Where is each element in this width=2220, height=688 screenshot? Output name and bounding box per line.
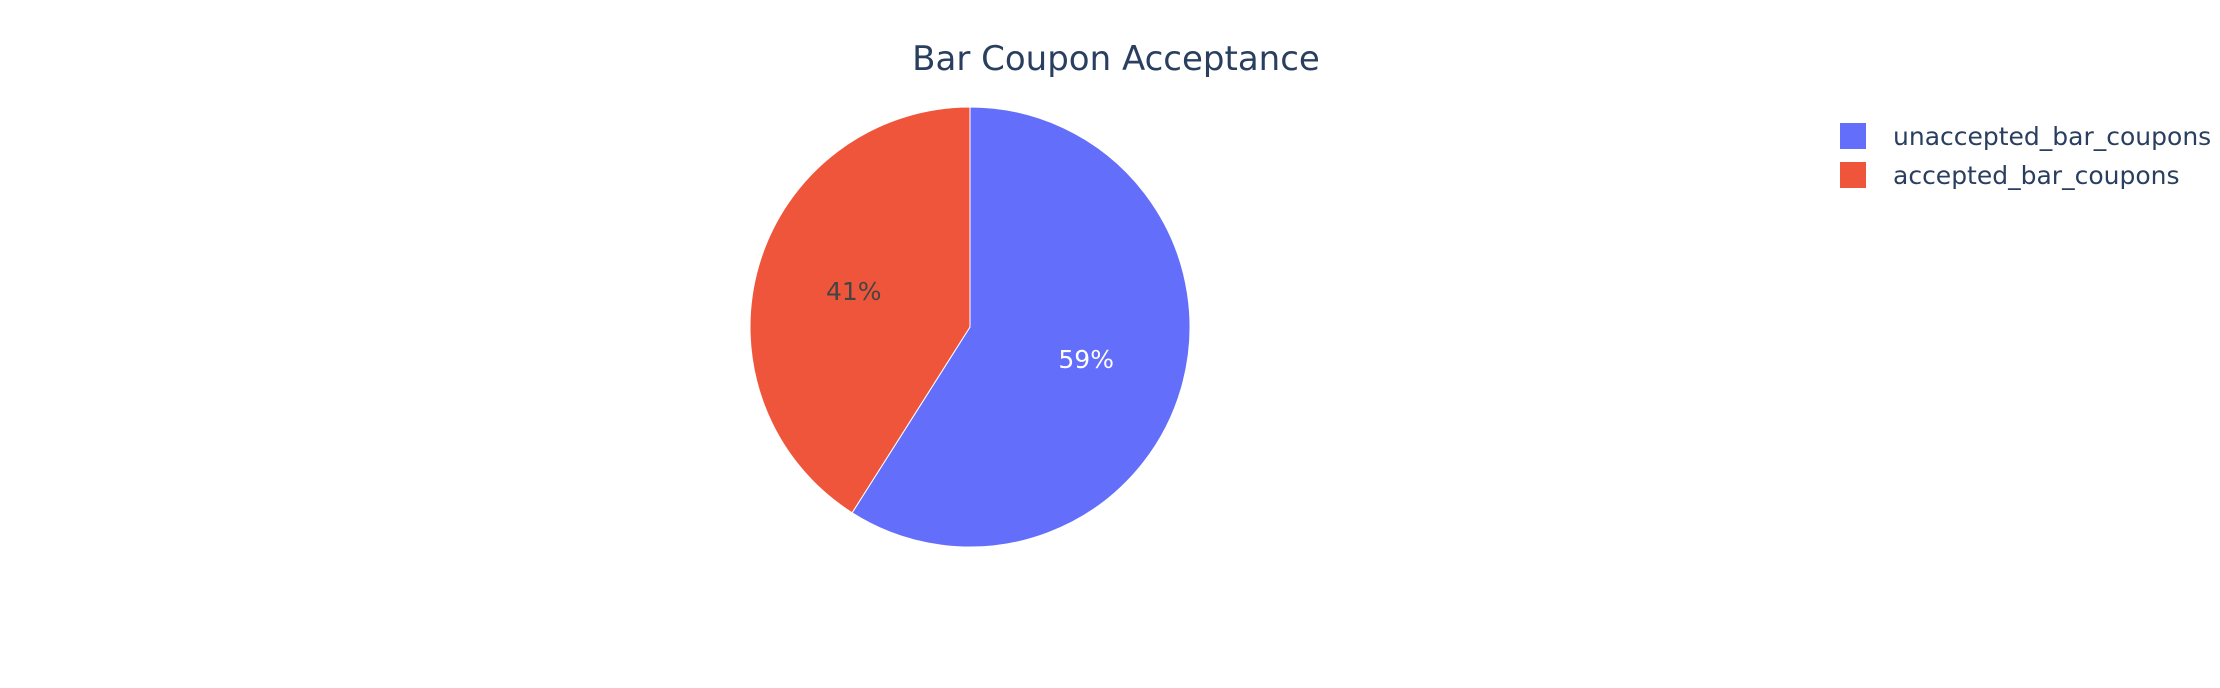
pie-slice-label-unaccepted: 59% bbox=[1058, 345, 1114, 374]
pie-slice-accepted[interactable] bbox=[749, 106, 971, 514]
pie-slice-labels: 59% 41% bbox=[826, 277, 1114, 374]
chart-title: Bar Coupon Acceptance bbox=[912, 39, 1320, 79]
pie-slices bbox=[749, 106, 1191, 548]
legend-label-unaccepted[interactable]: unaccepted_bar_coupons bbox=[1893, 122, 2211, 151]
legend-swatch-unaccepted[interactable] bbox=[1840, 123, 1866, 149]
legend: unaccepted_bar_coupons accepted_bar_coup… bbox=[1840, 122, 2211, 190]
pie-slice-label-accepted: 41% bbox=[826, 277, 882, 306]
legend-swatch-accepted[interactable] bbox=[1840, 162, 1866, 188]
legend-label-accepted[interactable]: accepted_bar_coupons bbox=[1893, 161, 2180, 190]
pie-slice-unaccepted[interactable] bbox=[851, 106, 1191, 548]
